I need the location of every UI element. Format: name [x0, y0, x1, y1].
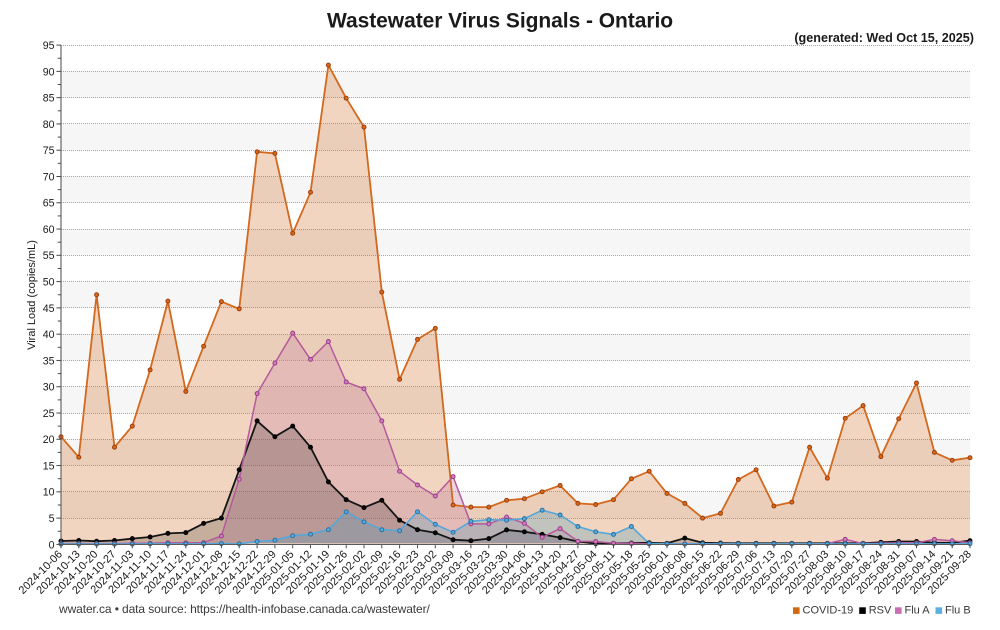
- svg-text:30: 30: [43, 382, 55, 394]
- svg-text:Wastewater Virus Signals - Ont: Wastewater Virus Signals - Ontario: [327, 10, 673, 33]
- svg-text:wwater.ca • data source: https: wwater.ca • data source: https://health-…: [58, 602, 431, 616]
- svg-text:20: 20: [43, 434, 55, 446]
- svg-text:85: 85: [43, 93, 55, 105]
- svg-text:60: 60: [43, 224, 55, 236]
- svg-text:75: 75: [43, 145, 55, 157]
- svg-text:50: 50: [43, 277, 55, 289]
- svg-text:70: 70: [43, 171, 55, 183]
- svg-text:Flu A: Flu A: [905, 604, 931, 616]
- svg-text:35: 35: [43, 355, 55, 367]
- svg-text:40: 40: [43, 329, 55, 341]
- svg-text:Viral Load (copies/mL): Viral Load (copies/mL): [26, 240, 38, 350]
- svg-text:10: 10: [43, 487, 55, 499]
- svg-text:Flu B: Flu B: [945, 604, 971, 616]
- svg-text:5: 5: [49, 513, 55, 525]
- svg-text:80: 80: [43, 119, 55, 131]
- svg-text:55: 55: [43, 250, 55, 262]
- svg-text:45: 45: [43, 303, 55, 315]
- svg-text:(generated: Wed Oct 15, 2025): (generated: Wed Oct 15, 2025): [794, 31, 974, 45]
- svg-text:95: 95: [43, 40, 55, 52]
- svg-text:25: 25: [43, 408, 55, 420]
- svg-text:RSV: RSV: [869, 604, 892, 616]
- svg-text:0: 0: [49, 539, 55, 551]
- svg-text:COVID-19: COVID-19: [803, 604, 854, 616]
- svg-text:90: 90: [43, 66, 55, 78]
- svg-text:65: 65: [43, 198, 55, 210]
- svg-text:15: 15: [43, 460, 55, 472]
